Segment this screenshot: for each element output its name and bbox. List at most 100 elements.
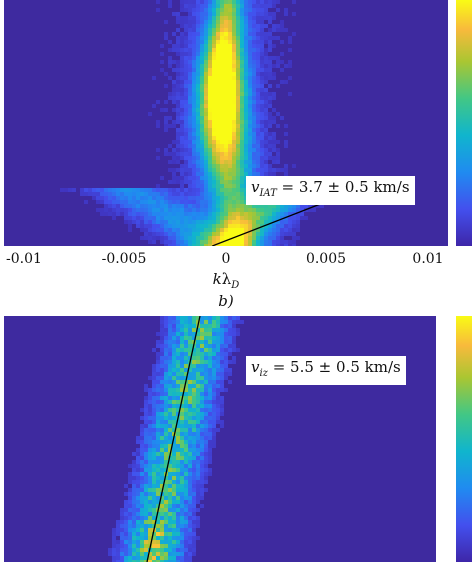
- heatmap-cell: [256, 240, 260, 244]
- heatmap-cell: [260, 172, 264, 176]
- heatmap-cell: [172, 400, 176, 404]
- heatmap-cell: [160, 196, 164, 200]
- heatmap-cell: [136, 212, 140, 216]
- heatmap-cell: [272, 64, 276, 68]
- heatmap-cell: [268, 156, 272, 160]
- heatmap-cell: [188, 436, 192, 440]
- heatmap-cell: [188, 492, 192, 496]
- heatmap-cell: [228, 28, 232, 32]
- heatmap-cell: [164, 404, 168, 408]
- heatmap-cell: [292, 164, 296, 168]
- heatmap-cell: [220, 112, 224, 116]
- heatmap-cell: [192, 96, 196, 100]
- heatmap-cell: [144, 468, 148, 472]
- heatmap-cell: [184, 124, 188, 128]
- heatmap-cell: [172, 168, 176, 172]
- heatmap-cell: [160, 372, 164, 376]
- heatmap-cell: [152, 396, 156, 400]
- heatmap-cell: [136, 452, 140, 456]
- heatmap-cell: [140, 552, 144, 556]
- heatmap-cell: [256, 104, 260, 108]
- heatmap-cell: [180, 504, 184, 508]
- heatmap-cell: [184, 36, 188, 40]
- heatmap-cell: [212, 184, 216, 188]
- heatmap-cell: [216, 120, 220, 124]
- heatmap-cell: [212, 40, 216, 44]
- heatmap-cell: [176, 116, 180, 120]
- heatmap-cell: [188, 40, 192, 44]
- heatmap-cell: [144, 236, 148, 240]
- heatmap-cell: [220, 76, 224, 80]
- heatmap-cell: [160, 460, 164, 464]
- heatmap-cell: [168, 356, 172, 360]
- heatmap-cell: [228, 88, 232, 92]
- heatmap-cell: [180, 548, 184, 552]
- heatmap-cell: [268, 208, 272, 212]
- heatmap-cell: [200, 388, 204, 392]
- heatmap-cell: [228, 340, 232, 344]
- heatmap-cell: [200, 148, 204, 152]
- heatmap-cell: [132, 496, 136, 500]
- heatmap-cell: [240, 140, 244, 144]
- heatmap-cell: [232, 0, 236, 4]
- heatmap-cell: [188, 204, 192, 208]
- heatmap-cell: [184, 464, 188, 468]
- heatmap-cell: [284, 80, 288, 84]
- heatmap-cell: [176, 344, 180, 348]
- heatmap-cell: [128, 492, 132, 496]
- heatmap-cell: [212, 132, 216, 136]
- heatmap-cell: [180, 180, 184, 184]
- heatmap-cell: [244, 160, 248, 164]
- heatmap-cell: [160, 240, 164, 244]
- heatmap-cell: [232, 156, 236, 160]
- heatmap-cell: [180, 380, 184, 384]
- heatmap-cell: [232, 52, 236, 56]
- heatmap-cell: [164, 72, 168, 76]
- heatmap-cell: [212, 0, 216, 4]
- heatmap-cell: [216, 28, 220, 32]
- heatmap-cell: [204, 188, 208, 192]
- heatmap-cell: [132, 532, 136, 536]
- heatmap-cell: [164, 116, 168, 120]
- heatmap-cell: [208, 356, 212, 360]
- heatmap-cell: [172, 44, 176, 48]
- heatmap-cell: [228, 64, 232, 68]
- heatmap-cell: [208, 452, 212, 456]
- heatmap-cell: [136, 484, 140, 488]
- heatmap-cell: [176, 384, 180, 388]
- heatmap-cell: [216, 316, 220, 320]
- heatmap-cell: [232, 192, 236, 196]
- heatmap-cell: [268, 20, 272, 24]
- heatmap-cell: [220, 324, 224, 328]
- heatmap-cell: [212, 192, 216, 196]
- heatmap-cell: [164, 372, 168, 376]
- heatmap-cell: [200, 456, 204, 460]
- heatmap-cell: [224, 12, 228, 16]
- heatmap-cell: [120, 188, 124, 192]
- heatmap-cell: [192, 228, 196, 232]
- heatmap-cell: [272, 212, 276, 216]
- heatmap-cell: [180, 48, 184, 52]
- heatmap-cell: [184, 168, 188, 172]
- heatmap-cell: [140, 516, 144, 520]
- heatmap-cell: [192, 12, 196, 16]
- heatmap-cell: [124, 504, 128, 508]
- heatmap-cell: [176, 64, 180, 68]
- fit-line-a: [212, 203, 321, 246]
- heatmap-cell: [232, 28, 236, 32]
- heatmap-cell: [284, 164, 288, 168]
- heatmap-cell: [216, 80, 220, 84]
- heatmap-cell: [264, 76, 268, 80]
- heatmap-cell: [256, 100, 260, 104]
- heatmap-cell: [300, 216, 304, 220]
- heatmap-cell: [256, 20, 260, 24]
- heatmap-cell: [172, 196, 176, 200]
- heatmap-cell: [224, 224, 228, 228]
- heatmap-cell: [148, 560, 152, 562]
- heatmap-cell: [152, 236, 156, 240]
- heatmap-cell: [224, 172, 228, 176]
- heatmap-cell: [268, 64, 272, 68]
- heatmap-cell: [108, 552, 112, 556]
- heatmap-cell: [228, 152, 232, 156]
- heatmap-cell: [220, 164, 224, 168]
